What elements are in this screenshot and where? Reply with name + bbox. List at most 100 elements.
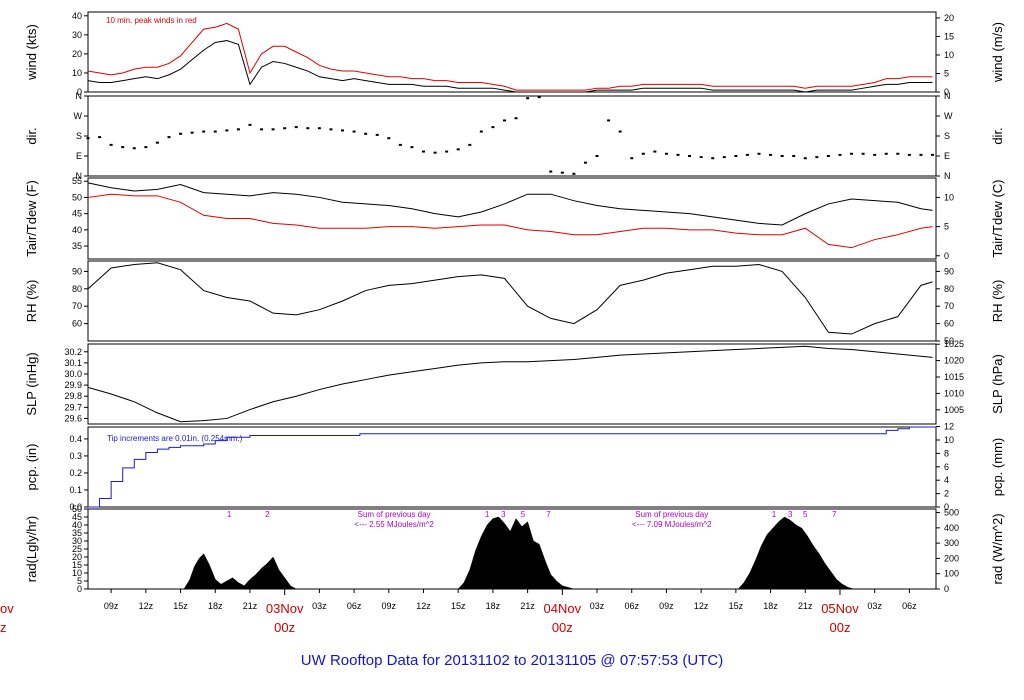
data-point	[271, 128, 275, 131]
left-tick-label: 30	[72, 30, 82, 40]
data-point	[445, 150, 449, 153]
panel-rh: 60 70 80 90 50 60 70 80 90 RH (%) RH (%)	[24, 260, 1005, 346]
x-tick-label: 09z	[382, 601, 397, 611]
left-tick-label: 29.9	[64, 380, 82, 390]
right-tick-label: 500	[944, 508, 959, 518]
y-axis-label-right: RH (%)	[990, 280, 1005, 323]
x-tick-label: 06z	[347, 601, 362, 611]
data-point	[294, 126, 298, 129]
data-point	[607, 119, 611, 122]
solar-marker-label: 7	[546, 510, 551, 519]
data-point	[815, 156, 819, 159]
data-point	[179, 132, 183, 135]
panel-frame	[87, 177, 937, 260]
right-tick-label: 1015	[944, 372, 964, 382]
x-day-label: 03Nov	[266, 601, 304, 616]
right-tick-label: 50	[944, 336, 954, 346]
data-point	[630, 157, 634, 160]
data-point	[711, 157, 715, 160]
left-tick-label: W	[74, 111, 83, 121]
data-point	[341, 129, 345, 132]
data-point	[109, 143, 113, 146]
right-tick-label: 1010	[944, 388, 964, 398]
left-tick-label: 15	[72, 560, 82, 570]
x-tick-label: 18z	[763, 601, 778, 611]
data-point	[526, 97, 530, 100]
data-point	[260, 128, 264, 131]
x-tick-label: 03z	[312, 601, 327, 611]
tip-increment-note: Tip increments are 0.01in. (0.254mm.)	[107, 434, 243, 443]
data-point	[722, 156, 726, 159]
data-point	[248, 123, 252, 126]
left-tick-label: 50	[72, 504, 82, 514]
panel-slp: 29.629.729.829.930.030.130.2 1005 1010 1015…	[24, 339, 1005, 425]
y-axis-label-right: wind (m/s)	[990, 22, 1005, 83]
data-point	[757, 152, 761, 155]
right-tick-label: 60	[944, 319, 954, 329]
solar-marker-label: 1	[772, 510, 777, 519]
data-point	[479, 130, 483, 133]
right-tick-label: 400	[944, 523, 959, 533]
x-tick-label: 03z	[590, 601, 605, 611]
right-tick-label: 200	[944, 553, 959, 563]
data-point	[664, 152, 668, 155]
right-tick-label: 5	[944, 68, 949, 78]
day-sum-heading: Sum of previous day	[358, 510, 431, 519]
day-sum-heading: Sum of previous day	[635, 510, 708, 519]
left-tick-label: 45	[72, 209, 82, 219]
data-point	[676, 153, 680, 156]
left-tick-label: S	[76, 131, 82, 141]
data-point	[699, 156, 703, 159]
left-tick-label: 40	[72, 11, 82, 21]
left-tick-label: 35	[72, 528, 82, 538]
left-tick-label: 0	[77, 584, 82, 594]
left-tick-label: 30.0	[64, 369, 82, 379]
data-point	[792, 155, 796, 157]
series-line-tair	[87, 182, 933, 226]
data-point	[236, 128, 240, 131]
data-point	[121, 146, 125, 149]
right-tick-label: 20	[944, 13, 954, 23]
data-point	[780, 155, 784, 157]
y-axis-label: wind (kts)	[24, 24, 39, 81]
y-axis-label: pcp. (in)	[24, 444, 39, 491]
series-line-tdew	[87, 193, 933, 249]
x-day-label: 04Nov	[544, 601, 582, 616]
chart-title: UW Rooftop Data for 20131102 to 20131105…	[300, 652, 724, 669]
data-point	[931, 153, 935, 156]
data-point	[167, 136, 171, 139]
data-point	[375, 133, 379, 136]
data-point	[329, 128, 333, 131]
data-point	[364, 132, 368, 135]
data-point	[491, 126, 495, 129]
left-tick-label: 90	[72, 266, 82, 276]
right-tick-label: 5	[944, 222, 949, 232]
series-line-0	[88, 426, 936, 508]
data-point	[583, 161, 587, 164]
left-tick-label: 0.2	[69, 468, 82, 478]
x-tick-label: 03z	[867, 601, 882, 611]
right-tick-label: 80	[944, 284, 954, 294]
data-point	[421, 150, 425, 153]
right-tick-label: 2	[944, 489, 949, 499]
x-tick-label: 06z	[624, 601, 639, 611]
y-axis-label: Tair/Tdew (F)	[24, 180, 39, 257]
data-point	[641, 152, 645, 155]
left-tick-label: 55	[72, 176, 82, 186]
radiation-area	[183, 516, 854, 590]
series-line-0	[87, 262, 933, 335]
panel-pcp: 0.0 0.1 0.2 0.3 0.4 0 2 4 6 8 10 12 pcp. (in) pcp. (m…	[24, 422, 1005, 512]
right-tick-label: 1005	[944, 405, 964, 415]
data-point	[688, 155, 692, 157]
left-tick-label: 5	[77, 576, 82, 586]
data-point	[190, 131, 194, 134]
data-point	[283, 127, 287, 130]
x-tick-label: 12z	[416, 601, 431, 611]
x-day-label: 05Nov	[821, 601, 859, 616]
data-point	[803, 157, 807, 160]
x-day-hour-cut: z	[0, 620, 7, 635]
left-tick-label: 70	[72, 301, 82, 311]
left-tick-label: E	[76, 151, 82, 161]
left-tick-label: 40	[72, 225, 82, 235]
